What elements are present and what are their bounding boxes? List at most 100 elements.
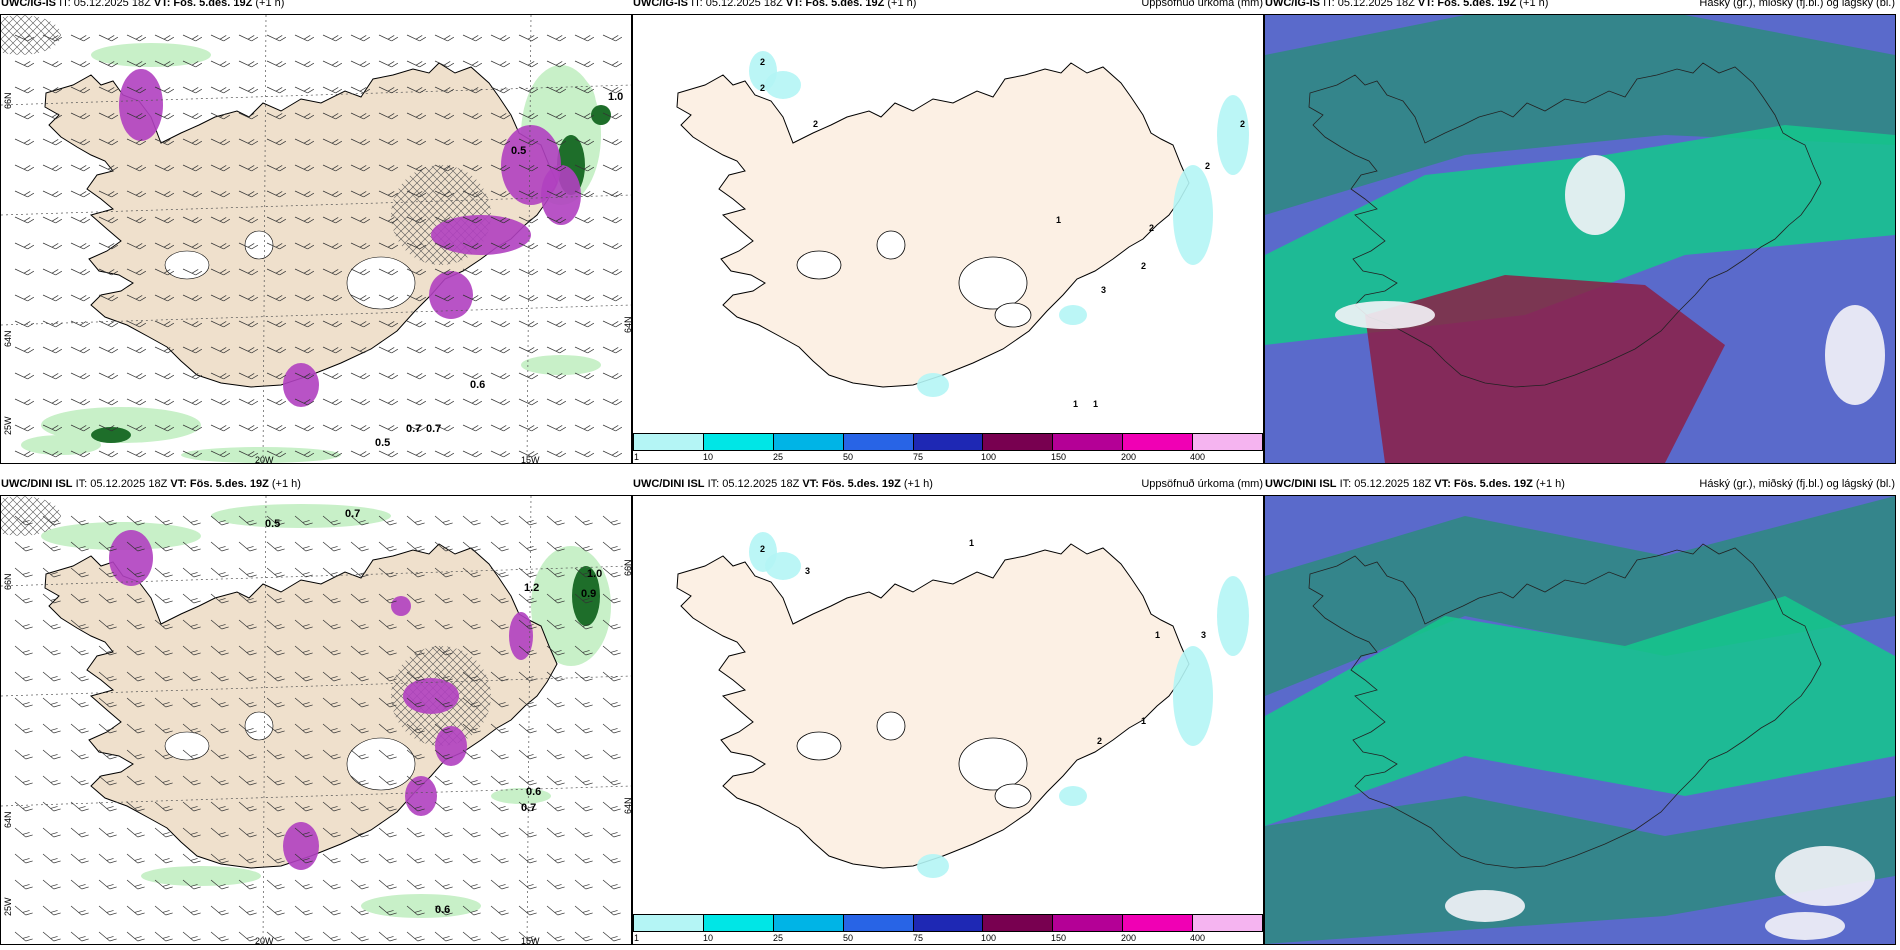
wind-barb xyxy=(14,619,33,630)
barb-flag xyxy=(386,806,394,809)
wind-barb xyxy=(154,775,173,786)
barb-flag xyxy=(582,910,590,913)
barb-flag xyxy=(417,730,425,734)
barb-flag xyxy=(527,165,535,170)
barb-flag xyxy=(109,860,117,864)
wind-barb xyxy=(434,372,455,380)
glacier-outline xyxy=(346,256,416,310)
wind-barb xyxy=(266,450,287,458)
barb-flag xyxy=(25,626,33,630)
barb-flag xyxy=(109,522,117,526)
wind-value: 1.0 xyxy=(587,568,603,580)
wind-barb xyxy=(350,86,371,94)
barb-staff xyxy=(266,645,278,656)
barb-flag xyxy=(615,114,623,120)
barb-flag xyxy=(83,426,91,432)
barb-staff xyxy=(210,931,222,942)
barb-flag xyxy=(246,598,254,601)
barb-staff xyxy=(490,398,504,406)
barb-flag xyxy=(190,780,198,783)
barb-flag xyxy=(447,166,455,172)
wind-barb xyxy=(462,515,481,526)
barb-flag xyxy=(363,348,371,354)
barb-flag xyxy=(473,574,481,578)
barb-flag xyxy=(554,676,562,679)
barb-flag xyxy=(501,730,509,734)
valid-label: VT: xyxy=(785,0,803,9)
barb-staff xyxy=(98,775,110,786)
barb-flag xyxy=(274,754,282,757)
barb-staff xyxy=(14,541,26,552)
barb-staff xyxy=(70,164,84,172)
barb-flag xyxy=(587,452,595,458)
barb-flag xyxy=(333,678,341,682)
barb-staff xyxy=(70,60,84,68)
barb-staff xyxy=(42,294,56,302)
barb-flag xyxy=(613,600,621,604)
wind-barb xyxy=(602,268,623,276)
barb-flag xyxy=(190,806,198,809)
wind-barb xyxy=(322,398,343,406)
wind-barb xyxy=(546,450,567,458)
barb-flag xyxy=(190,546,198,549)
wind-barb xyxy=(406,723,425,734)
wind-barb xyxy=(322,827,341,838)
lat-gridline xyxy=(1,565,631,587)
wind-barb xyxy=(574,450,595,458)
barb-flag xyxy=(251,322,259,328)
barb-flag xyxy=(359,35,367,40)
barb-flag xyxy=(498,572,506,575)
wind-map xyxy=(1,496,631,944)
barb-flag xyxy=(615,88,623,94)
barb-flag xyxy=(555,347,563,352)
barb-flag xyxy=(190,520,198,523)
wind-barb xyxy=(294,34,315,42)
barb-flag xyxy=(585,626,593,630)
barb-staff xyxy=(42,190,56,198)
wind-barb xyxy=(210,749,229,760)
barb-flag xyxy=(167,88,175,94)
wind-barb xyxy=(350,216,371,224)
wind-barb xyxy=(322,450,343,458)
precip-area xyxy=(541,165,581,225)
barb-flag xyxy=(333,626,341,630)
barb-flag xyxy=(611,61,619,66)
barb-staff xyxy=(462,749,474,760)
wind-barb xyxy=(154,294,175,302)
wind-barb xyxy=(182,775,201,786)
barb-flag xyxy=(22,650,30,653)
lat-label-25w: 25W xyxy=(3,416,13,435)
barb-staff xyxy=(518,60,532,68)
barb-flag xyxy=(190,572,198,575)
barb-flag xyxy=(445,756,453,760)
barb-flag xyxy=(274,910,282,913)
barb-flag xyxy=(363,244,371,250)
wind-barb xyxy=(378,138,399,146)
barb-flag xyxy=(443,61,451,66)
barb-staff xyxy=(182,34,196,42)
wind-barb xyxy=(434,905,453,916)
barb-flag xyxy=(442,858,450,861)
wind-barb xyxy=(322,749,341,760)
barb-flag xyxy=(526,676,534,679)
barb-staff xyxy=(602,424,616,432)
wind-barb xyxy=(294,450,315,458)
wind-barb xyxy=(518,697,537,708)
barb-flag xyxy=(499,87,507,92)
wind-barb xyxy=(518,593,537,604)
wind-barb xyxy=(126,749,145,760)
barb-staff xyxy=(378,827,390,838)
barb-flag xyxy=(78,936,86,939)
barb-flag xyxy=(22,520,30,523)
wind-barb xyxy=(126,294,147,302)
barb-staff xyxy=(70,515,82,526)
barb-flag xyxy=(475,348,483,354)
barb-flag xyxy=(559,166,567,172)
wind-barb xyxy=(42,346,63,354)
barb-flag xyxy=(137,860,145,864)
wind-barb xyxy=(462,827,481,838)
barb-staff xyxy=(462,320,476,328)
barb-flag xyxy=(79,139,87,144)
barb-flag xyxy=(106,806,114,809)
barb-staff xyxy=(42,567,54,578)
